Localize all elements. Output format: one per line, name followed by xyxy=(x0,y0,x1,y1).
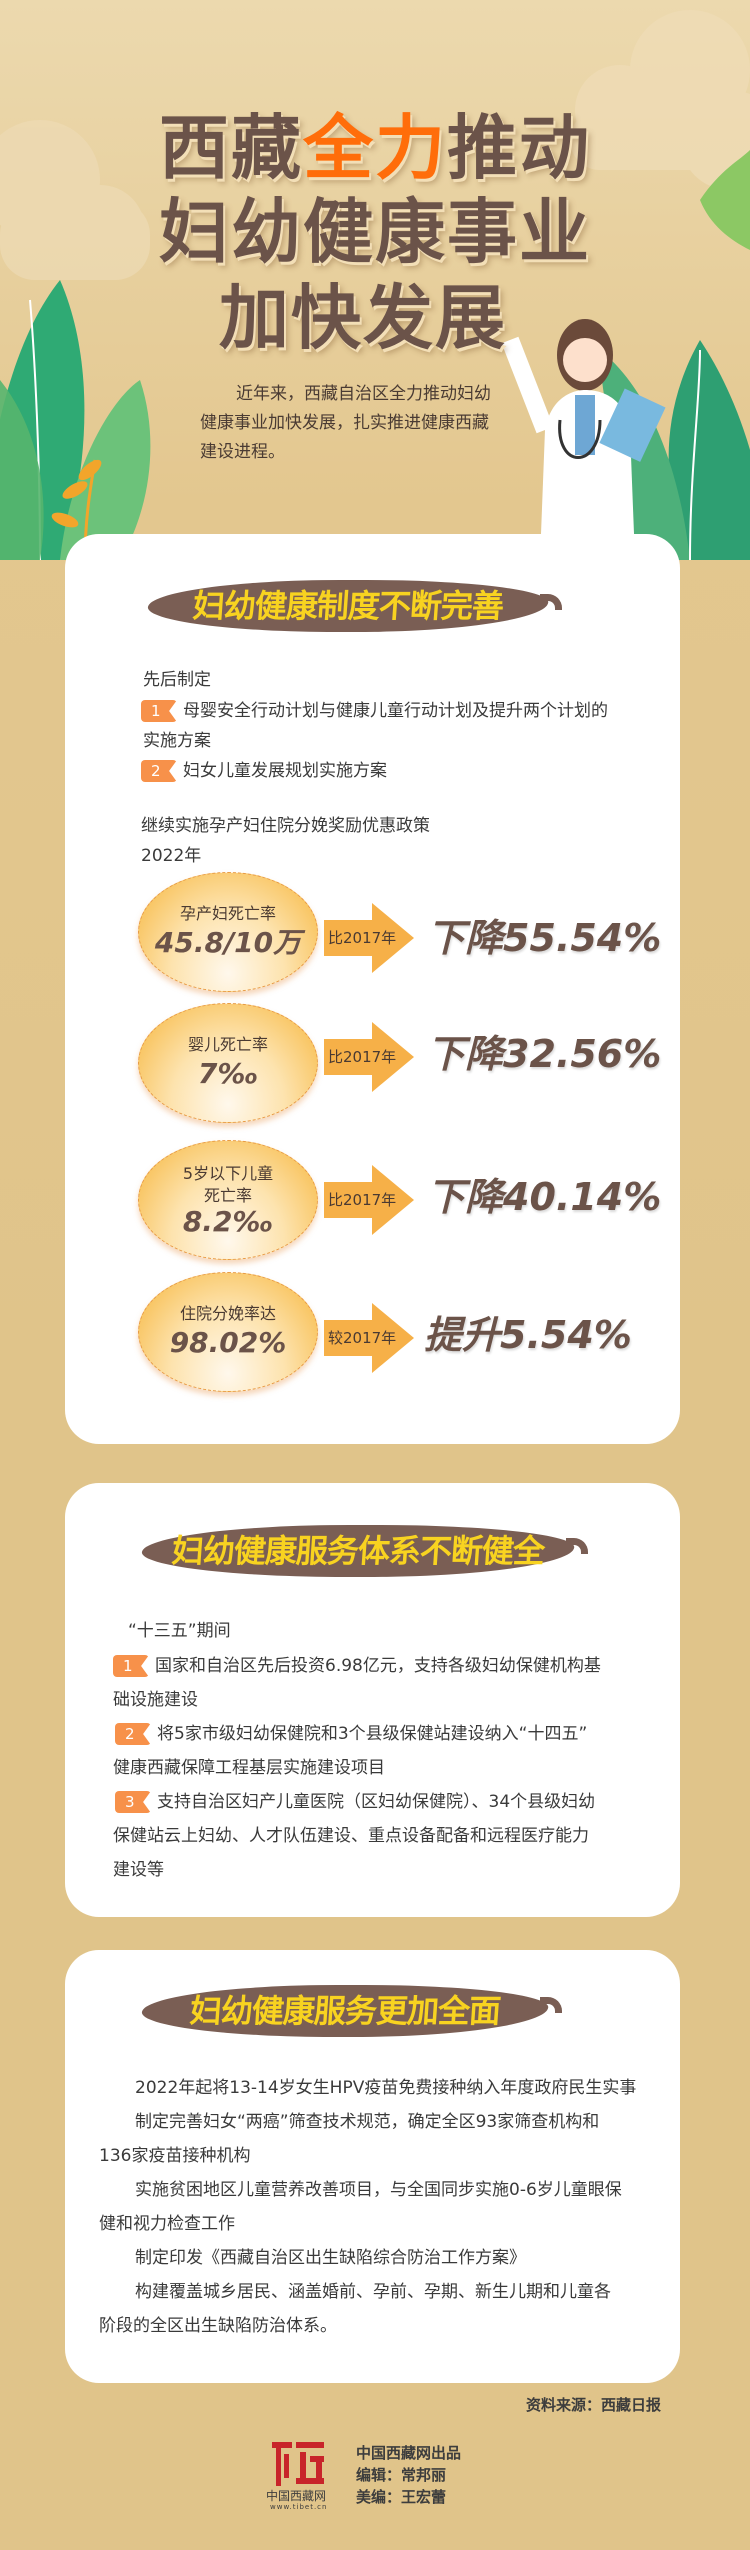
stat-label: 5岁以下儿童 xyxy=(182,1164,274,1183)
year-text: 2022年 xyxy=(141,846,202,866)
arrow-icon: 比2017年 xyxy=(324,903,414,973)
compare-label: 比2017年 xyxy=(328,1191,397,1209)
designer-text: 美编：王宏蕾 xyxy=(356,2488,447,2506)
paragraph-continued: 健和视力检查工作 xyxy=(99,2214,235,2234)
list-item-text: 将5家市级妇幼保健院和3个县级保健站建设纳入“十四五” xyxy=(157,1724,588,1744)
section2-banner: 妇幼健康服务体系不断健全 xyxy=(140,1525,576,1577)
page-title-line3: 加快发展 xyxy=(219,276,507,359)
list-item: 3 支持自治区妇产儿童医院（区妇幼保健院）、34个县级妇幼 xyxy=(115,1787,595,1813)
page-title-line1: 西藏全力推动 xyxy=(0,92,750,193)
stat-value: 45.8/10万 xyxy=(154,926,302,959)
paragraph: 2022年起将13-14岁女生HPV疫苗免费接种纳入年度政府民生实事 xyxy=(135,2078,637,2098)
page-title-line2: 妇幼健康事业 xyxy=(159,190,591,273)
cloud-icon xyxy=(0,120,150,280)
logo-name: 中国西藏网 xyxy=(266,2489,327,2503)
cloud-icon xyxy=(570,10,750,190)
title-text: 推动 xyxy=(447,106,591,189)
policy-text: 继续实施孕产妇住院分娩奖励优惠政策 xyxy=(141,816,430,836)
compare-label: 比2017年 xyxy=(328,929,397,947)
stat-label: 婴儿死亡率 xyxy=(187,1035,268,1054)
number-badge: 1 xyxy=(141,700,177,722)
stat-result: 下降40.14% xyxy=(427,1175,662,1219)
section1-lead: 先后制定 xyxy=(143,670,211,690)
stat-value: 98.02% xyxy=(169,1326,287,1359)
section3-banner: 妇幼健康服务更加全面 xyxy=(140,1985,550,2037)
section2-lead: “十三五”期间 xyxy=(128,1621,231,1641)
arrow-icon: 比2017年 xyxy=(324,1022,414,1092)
stat-value: 7‰ xyxy=(197,1057,259,1090)
list-item: 1 母婴安全行动计划与健康儿童行动计划及提升两个计划的 xyxy=(141,696,608,722)
stat-label: 孕产妇死亡率 xyxy=(179,904,276,923)
producer-text: 中国西藏网出品 xyxy=(356,2444,462,2462)
editor-text: 编辑：常邦丽 xyxy=(356,2466,447,2484)
stat-result: 下降55.54% xyxy=(427,916,662,960)
stat-oval: 5岁以下儿童 死亡率 8.2‰ xyxy=(138,1140,318,1260)
title-highlight: 全力 xyxy=(303,106,447,189)
paragraph: 制定完善妇女“两癌”筛查技术规范，确定全区93家筛查机构和 xyxy=(135,2112,600,2132)
stat-oval: 婴儿死亡率 7‰ xyxy=(138,1003,318,1123)
arrow-icon: 比2017年 xyxy=(324,1165,414,1235)
source-text: 资料来源：西藏日报 xyxy=(526,2396,662,2414)
stat-oval: 住院分娩率达 98.02% xyxy=(138,1272,318,1392)
section1-banner: 妇幼健康制度不断完善 xyxy=(146,580,550,632)
number-badge: 2 xyxy=(141,760,177,782)
list-item-continued: 实施方案 xyxy=(143,731,211,751)
list-item-continued: 健康西藏保障工程基层实施建设项目 xyxy=(113,1758,385,1778)
number-badge: 1 xyxy=(113,1655,149,1677)
list-item: 2 妇女儿童发展规划实施方案 xyxy=(141,756,387,782)
stat-label: 住院分娩率达 xyxy=(179,1304,276,1323)
leaf-icon xyxy=(0,280,151,560)
list-item-text: 妇女儿童发展规划实施方案 xyxy=(183,761,387,781)
paragraph: 实施贫困地区儿童营养改善项目，与全国同步实施0-6岁儿童眼保 xyxy=(135,2180,622,2200)
list-item-text: 母婴安全行动计划与健康儿童行动计划及提升两个计划的 xyxy=(183,701,608,721)
compare-label: 较2017年 xyxy=(328,1329,397,1347)
intro-text: 近年来，西藏自治区全力推动妇幼健康事业加快发展，扎实推进健康西藏建设进程。 xyxy=(200,384,491,462)
logo-url: www.tibet.cn xyxy=(270,2503,328,2511)
paragraph-continued: 136家疫苗接种机构 xyxy=(99,2146,251,2166)
stat-result: 提升5.54% xyxy=(424,1313,632,1357)
number-badge: 3 xyxy=(115,1791,151,1813)
paragraph-continued: 阶段的全区出生缺陷防治体系。 xyxy=(99,2316,337,2336)
paragraph: 制定印发《西藏自治区出生缺陷综合防治工作方案》 xyxy=(135,2248,526,2268)
compare-label: 比2017年 xyxy=(328,1048,397,1066)
banner-tail-icon xyxy=(540,594,562,610)
stat-value: 8.2‰ xyxy=(182,1205,274,1238)
list-item-continued: 建设等 xyxy=(113,1860,164,1880)
list-item: 1 国家和自治区先后投资6.98亿元，支持各级妇幼保健机构基 xyxy=(113,1651,601,1677)
background-illustration xyxy=(0,10,750,560)
banner-tail-icon xyxy=(540,1997,562,2013)
number-badge: 2 xyxy=(115,1723,151,1745)
paragraph: 构建覆盖城乡居民、涵盖婚前、孕前、孕期、新生儿期和儿童各 xyxy=(135,2282,611,2302)
tibet-cn-logo xyxy=(272,2442,324,2486)
list-item: 2 将5家市级妇幼保健院和3个县级保健站建设纳入“十四五” xyxy=(115,1719,587,1745)
stat-result: 下降32.56% xyxy=(427,1032,662,1076)
list-item-continued: 保健站云上妇幼、人才队伍建设、重点设备配备和远程医疗能力 xyxy=(113,1826,589,1846)
arrow-icon: 较2017年 xyxy=(324,1303,414,1373)
list-item-continued: 础设施建设 xyxy=(113,1690,198,1710)
stat-oval: 孕产妇死亡率 45.8/10万 xyxy=(138,872,318,992)
title-text: 西藏 xyxy=(159,106,303,189)
list-item-text: 支持自治区妇产儿童医院（区妇幼保健院）、34个县级妇幼 xyxy=(157,1792,596,1812)
stat-label: 死亡率 xyxy=(203,1186,252,1205)
banner-tail-icon xyxy=(566,1538,588,1554)
list-item-text: 国家和自治区先后投资6.98亿元，支持各级妇幼保健机构基 xyxy=(155,1656,601,1676)
doctor-illustration xyxy=(501,319,666,560)
